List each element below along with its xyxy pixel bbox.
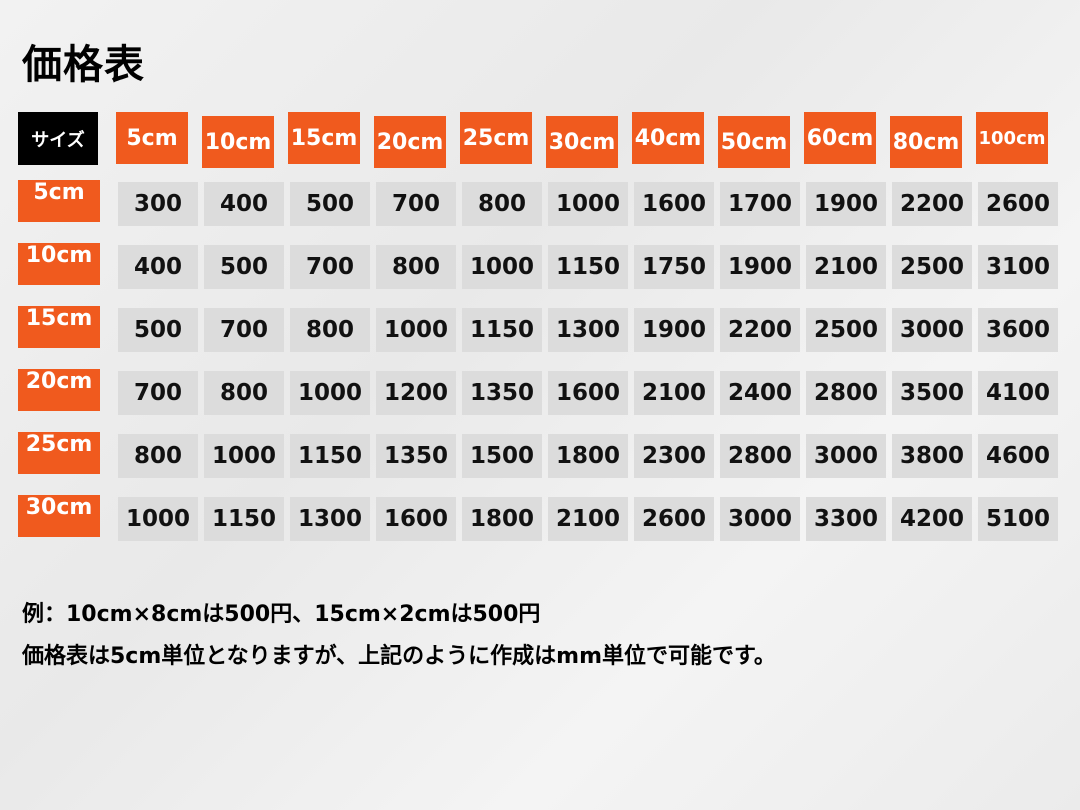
column-header: 25cm: [460, 112, 532, 164]
price-cell: 1150: [548, 245, 628, 289]
price-cell: 1900: [720, 245, 800, 289]
price-cell: 1300: [290, 497, 370, 541]
price-cell: 500: [118, 308, 198, 352]
price-cell: 1900: [806, 182, 886, 226]
price-cell: 2300: [634, 434, 714, 478]
price-cell: 3600: [978, 308, 1058, 352]
price-cell: 500: [290, 182, 370, 226]
column-header: 10cm: [202, 116, 274, 168]
column-header: 60cm: [804, 112, 876, 164]
column-header: 50cm: [718, 116, 790, 168]
price-cell: 2600: [634, 497, 714, 541]
column-header: 20cm: [374, 116, 446, 168]
price-cell: 400: [118, 245, 198, 289]
price-cell: 2100: [548, 497, 628, 541]
price-cell: 500: [204, 245, 284, 289]
price-cell: 3100: [978, 245, 1058, 289]
price-cell: 3300: [806, 497, 886, 541]
price-cell: 3500: [892, 371, 972, 415]
price-cell: 1350: [376, 434, 456, 478]
price-cell: 700: [204, 308, 284, 352]
row-header: 20cm: [18, 369, 100, 411]
price-cell: 1750: [634, 245, 714, 289]
row-header: 25cm: [18, 432, 100, 474]
page-title: 価格表: [22, 42, 145, 88]
column-header: 5cm: [116, 112, 188, 164]
price-cell: 1600: [376, 497, 456, 541]
column-header: 40cm: [632, 112, 704, 164]
price-cell: 800: [462, 182, 542, 226]
price-cell: 800: [290, 308, 370, 352]
column-header: 100cm: [976, 112, 1048, 164]
price-cell: 1000: [290, 371, 370, 415]
example-note: 例：10cm×8cmは500円、15cm×2cmは500円: [22, 602, 541, 627]
price-cell: 700: [118, 371, 198, 415]
price-cell: 1300: [548, 308, 628, 352]
price-cell: 800: [376, 245, 456, 289]
price-cell: 2600: [978, 182, 1058, 226]
price-cell: 2800: [806, 371, 886, 415]
price-cell: 2800: [720, 434, 800, 478]
price-cell: 1000: [204, 434, 284, 478]
price-cell: 1800: [548, 434, 628, 478]
row-header: 10cm: [18, 243, 100, 285]
price-cell: 4100: [978, 371, 1058, 415]
price-cell: 1500: [462, 434, 542, 478]
price-cell: 800: [118, 434, 198, 478]
price-cell: 1900: [634, 308, 714, 352]
unit-note: 価格表は5cm単位となりますが、上記のように作成はmm単位で可能です。: [22, 644, 776, 669]
price-cell: 1200: [376, 371, 456, 415]
price-cell: 300: [118, 182, 198, 226]
price-cell: 5100: [978, 497, 1058, 541]
price-cell: 3800: [892, 434, 972, 478]
price-cell: 2400: [720, 371, 800, 415]
price-cell: 2200: [720, 308, 800, 352]
price-cell: 4600: [978, 434, 1058, 478]
column-header: 15cm: [288, 112, 360, 164]
price-cell: 1150: [462, 308, 542, 352]
row-header: 15cm: [18, 306, 100, 348]
price-cell: 1000: [548, 182, 628, 226]
price-cell: 400: [204, 182, 284, 226]
price-cell: 700: [290, 245, 370, 289]
price-cell: 1800: [462, 497, 542, 541]
price-cell: 2200: [892, 182, 972, 226]
price-cell: 1150: [290, 434, 370, 478]
price-cell: 1000: [462, 245, 542, 289]
column-header: 30cm: [546, 116, 618, 168]
row-header: 5cm: [18, 180, 100, 222]
price-cell: 3000: [720, 497, 800, 541]
price-cell: 2500: [806, 308, 886, 352]
row-header: 30cm: [18, 495, 100, 537]
column-header: 80cm: [890, 116, 962, 168]
price-cell: 1350: [462, 371, 542, 415]
price-cell: 2500: [892, 245, 972, 289]
price-cell: 1150: [204, 497, 284, 541]
price-cell: 1600: [548, 371, 628, 415]
price-cell: 700: [376, 182, 456, 226]
price-cell: 1600: [634, 182, 714, 226]
corner-header: サイズ: [18, 112, 98, 165]
price-cell: 1000: [376, 308, 456, 352]
price-cell: 1000: [118, 497, 198, 541]
price-cell: 3000: [892, 308, 972, 352]
price-cell: 4200: [892, 497, 972, 541]
price-cell: 3000: [806, 434, 886, 478]
price-cell: 2100: [634, 371, 714, 415]
price-cell: 2100: [806, 245, 886, 289]
price-cell: 1700: [720, 182, 800, 226]
price-cell: 800: [204, 371, 284, 415]
